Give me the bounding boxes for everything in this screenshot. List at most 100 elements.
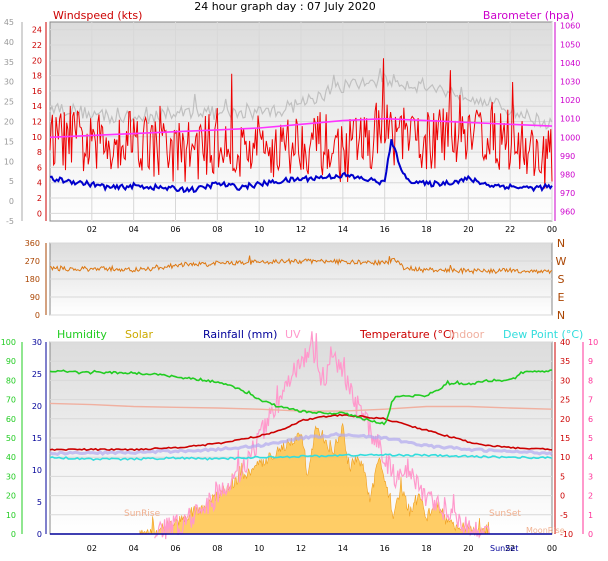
thermo-x-tick-label: 00: [547, 544, 557, 553]
temperature-tick-label: 5: [560, 472, 565, 481]
temperature-tick-label: 40: [560, 338, 570, 347]
sunset-axis-label: SunSet: [490, 544, 518, 553]
outer-left-tick-label: 5: [9, 177, 14, 186]
windspeed-tick-label: 4: [37, 179, 42, 188]
compass-tick-label: N: [557, 309, 565, 322]
humidity-tick-label: 60: [6, 415, 16, 424]
thermo-ticks: 0102030405060708090100051015202530-10-50…: [1, 338, 598, 553]
barometer-tick-label: 1020: [560, 96, 580, 105]
rainfall-tick-label: 10: [32, 466, 42, 475]
windspeed-tick-label: 14: [32, 102, 42, 111]
direction-tick-label: 90: [30, 293, 40, 302]
direction-series-line: [49, 255, 553, 275]
uv-tick-label: 6: [588, 415, 593, 424]
uv-tick-label: 9: [588, 357, 593, 366]
windspeed-tick-label: 20: [32, 56, 42, 65]
dew-point-legend: Dew Point (°C): [503, 328, 583, 341]
rainfall-tick-label: 0: [37, 530, 42, 539]
moonrise-label: MoonRise: [526, 526, 565, 535]
wind-x-tick-label: 14: [338, 225, 348, 234]
thermo-x-tick-label: 08: [212, 544, 222, 553]
indoor-legend: Indoor: [449, 328, 485, 341]
outer-left-tick-label: 40: [4, 38, 14, 47]
barometer-axis-label: Barometer (hpa): [483, 9, 574, 22]
wind-series: [49, 58, 553, 194]
uv-tick-label: 10: [588, 338, 598, 347]
temperature-tick-label: 15: [560, 434, 570, 443]
uv-tick-label: 5: [588, 434, 593, 443]
direction-tick-label: 180: [25, 275, 40, 284]
uv-tick-label: 7: [588, 396, 593, 405]
temperature-tick-label: 30: [560, 376, 570, 385]
wind-x-tick-label: 22: [505, 225, 515, 234]
outer-left-tick-label: 10: [4, 157, 14, 166]
humidity-series: [49, 369, 553, 426]
thermo-series: [49, 331, 553, 540]
wind-x-tick-label: 16: [380, 225, 390, 234]
outer-left-tick-label: 25: [4, 98, 14, 107]
thermo-x-tick-label: 18: [421, 544, 431, 553]
outer-left-tick-label: 0: [9, 197, 14, 206]
temperature-tick-label: 10: [560, 453, 570, 462]
compass-tick-label: S: [558, 273, 565, 286]
wind-x-tick-label: 12: [296, 225, 306, 234]
uv-tick-label: 2: [588, 492, 593, 501]
windspeed-axis-label: Windspeed (kts): [53, 9, 142, 22]
windspeed-tick-label: 0: [37, 209, 42, 218]
windspeed-tick-label: 18: [32, 72, 42, 81]
wind-x-tick-label: 20: [463, 225, 473, 234]
barometer-tick-label: 1050: [560, 40, 580, 49]
windspeed-tick-label: 6: [37, 163, 42, 172]
wind-x-tick-label: 08: [212, 225, 222, 234]
humidity-tick-label: 20: [6, 492, 16, 501]
solar-legend: Solar: [125, 328, 154, 341]
temperature-legend: Temperature (°C): [359, 328, 455, 341]
barometer-tick-label: 970: [560, 189, 575, 198]
uv-legend: UV: [285, 328, 301, 341]
outer-left-tick-label: -5: [6, 217, 14, 226]
uv-tick-label: 0: [588, 530, 593, 539]
compass-tick-label: N: [557, 237, 565, 250]
rainfall-tick-label: 15: [32, 434, 42, 443]
thermo-x-tick-label: 02: [87, 544, 97, 553]
sunrise-label: SunRise: [124, 509, 161, 519]
temperature-tick-label: 20: [560, 415, 570, 424]
wind-x-tick-label: 00: [547, 225, 557, 234]
thermo-x-tick-label: 16: [380, 544, 390, 553]
wind-x-tick-label: 10: [254, 225, 264, 234]
windspeed-tick-label: 16: [32, 87, 42, 96]
barometer-tick-label: 1060: [560, 22, 580, 31]
direction-tick-label: 0: [35, 311, 40, 320]
thermo-x-tick-label: 06: [170, 544, 180, 553]
direction-series: [49, 255, 553, 275]
sunset-label: SunSet: [489, 509, 521, 519]
humidity-tick-label: 50: [6, 434, 16, 443]
humidity-tick-label: 70: [6, 396, 16, 405]
thermo-x-tick-label: 10: [254, 544, 264, 553]
rainfall-tick-label: 25: [32, 370, 42, 379]
windspeed-tick-label: 24: [32, 26, 42, 35]
barometer-tick-label: 1010: [560, 115, 580, 124]
humidity-tick-label: 30: [6, 472, 16, 481]
temperature-tick-label: 0: [560, 492, 565, 501]
barometer-series: [49, 117, 553, 139]
rainfall-tick-label: 30: [32, 338, 42, 347]
barometer-tick-label: 980: [560, 171, 575, 180]
uv-tick-label: 4: [588, 453, 593, 462]
humidity-tick-label: 100: [1, 338, 16, 347]
outer-left-tick-label: 20: [4, 118, 14, 127]
humidity-tick-label: 40: [6, 453, 16, 462]
humidity-tick-label: 0: [11, 530, 16, 539]
barometer-tick-label: 1040: [560, 59, 580, 68]
temperature-tick-label: -10: [560, 530, 573, 539]
graph-title: 24 hour graph day : 07 July 2020: [194, 0, 376, 13]
apparent-temp-series: [49, 431, 553, 457]
windspeed-tick-label: 10: [32, 133, 42, 142]
thermo-grid: [50, 341, 552, 535]
humidity-tick-label: 90: [6, 357, 16, 366]
direction-tick-label: 270: [25, 257, 40, 266]
temperature-tick-label: 25: [560, 396, 570, 405]
wind-x-tick-label: 06: [170, 225, 180, 234]
outer-left-tick-label: 30: [4, 78, 14, 87]
